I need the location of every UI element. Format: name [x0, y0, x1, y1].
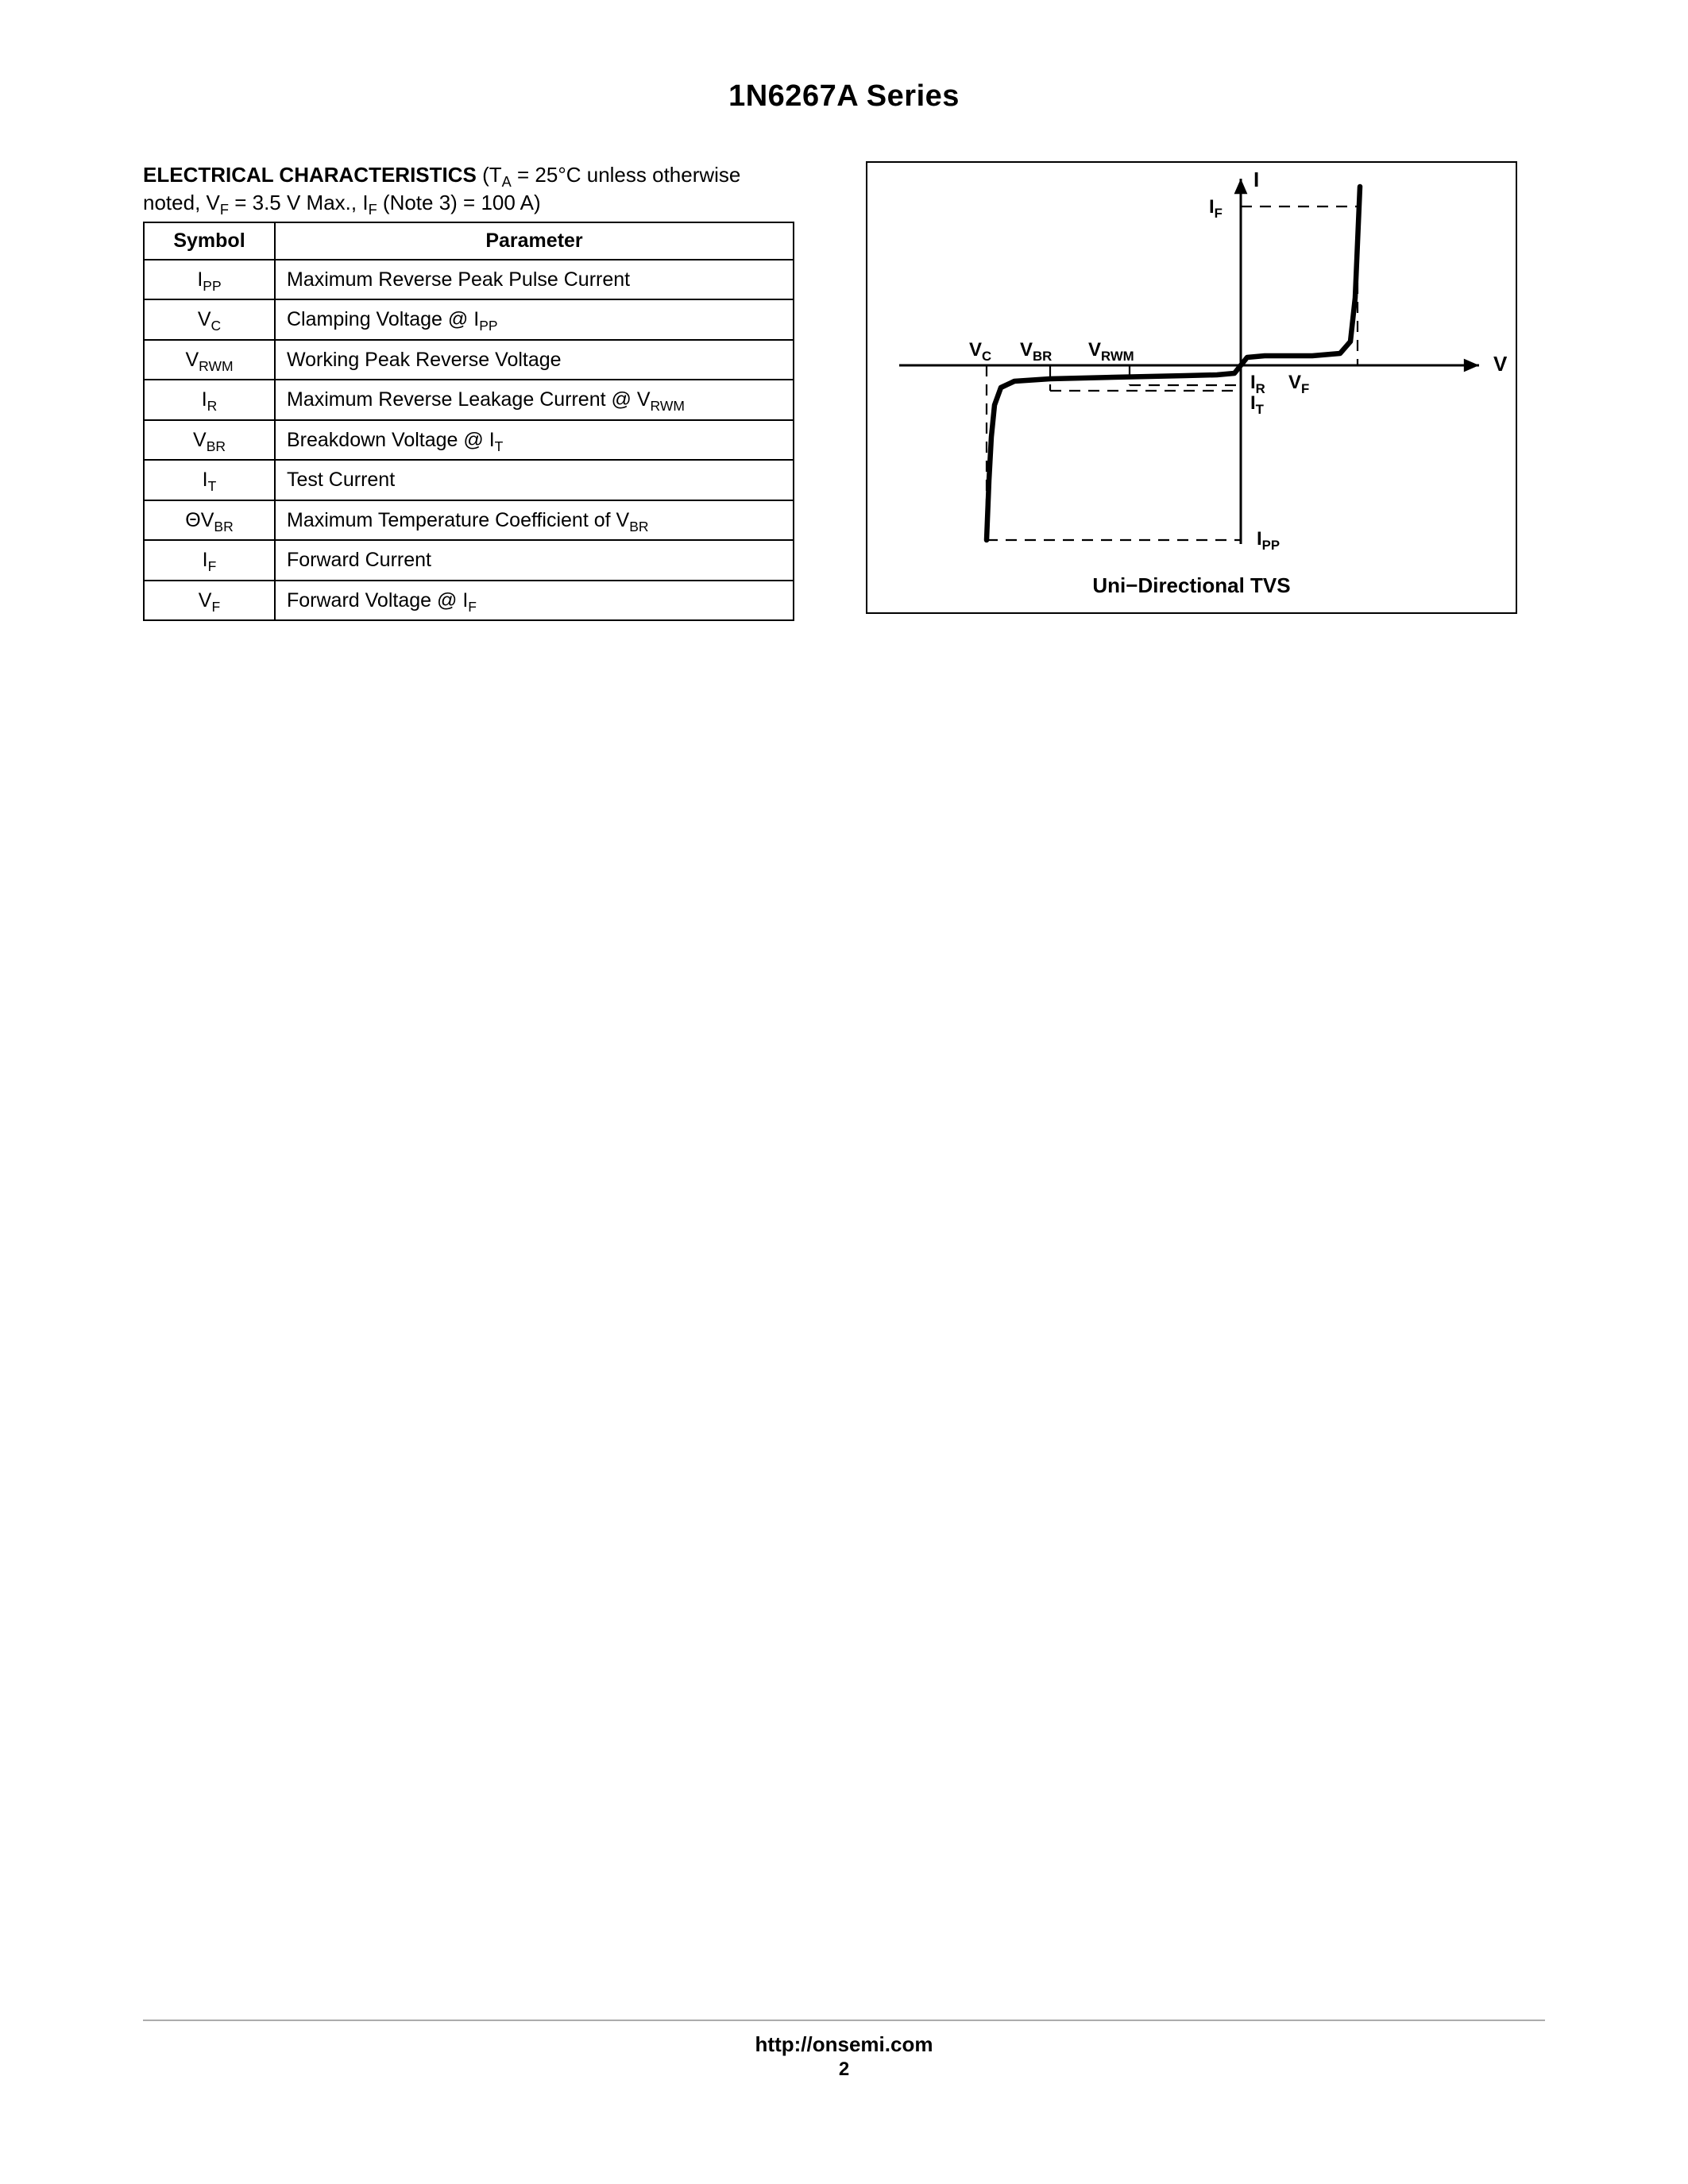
- svg-text:I: I: [1253, 168, 1259, 191]
- heading-lead: ELECTRICAL CHARACTERISTICS: [143, 163, 477, 187]
- diagram-label-vbr: VBR: [1020, 339, 1052, 361]
- table-cell-parameter: Forward Voltage @ IF: [275, 581, 794, 621]
- table-cell-symbol: IPP: [144, 260, 275, 300]
- table-cell-parameter: Maximum Reverse Peak Pulse Current: [275, 260, 794, 300]
- table-row: ΘVBRMaximum Temperature Coefficient of V…: [144, 500, 794, 541]
- table-header-parameter: Parameter: [275, 222, 794, 260]
- diagram-label-vf: VF: [1288, 372, 1309, 394]
- footer-page-number: 2: [0, 2059, 1688, 2081]
- table-cell-parameter: Working Peak Reverse Voltage: [275, 340, 794, 380]
- characteristics-table: Symbol Parameter IPPMaximum Reverse Peak…: [143, 222, 794, 621]
- left-column: ELECTRICAL CHARACTERISTICS (TA = 25°C un…: [143, 161, 794, 621]
- diagram-label-vrwm: VRWM: [1088, 339, 1134, 361]
- table-cell-symbol: VC: [144, 299, 275, 340]
- table-cell-symbol: IR: [144, 380, 275, 420]
- table-row: IPPMaximum Reverse Peak Pulse Current: [144, 260, 794, 300]
- electrical-characteristics-heading: ELECTRICAL CHARACTERISTICS (TA = 25°C un…: [143, 161, 794, 217]
- page: 1N6267A Series ELECTRICAL CHARACTERISTIC…: [0, 0, 1688, 2184]
- diagram-label-if: IF: [1209, 196, 1223, 218]
- table-cell-symbol: IF: [144, 540, 275, 581]
- table-cell-parameter: Breakdown Voltage @ IT: [275, 420, 794, 461]
- table-cell-symbol: VF: [144, 581, 275, 621]
- tvs-curve-diagram: IV IFVCVBRVRWMIRITVFIPP Uni−Directional …: [866, 161, 1517, 614]
- diagram-label-ir: IR: [1250, 372, 1265, 394]
- diagram-label-vc: VC: [969, 339, 991, 361]
- svg-text:V: V: [1493, 352, 1508, 376]
- diagram-caption: Uni−Directional TVS: [867, 573, 1516, 598]
- table-cell-parameter: Maximum Temperature Coefficient of VBR: [275, 500, 794, 541]
- table-cell-symbol: IT: [144, 460, 275, 500]
- table-row: IRMaximum Reverse Leakage Current @ VRWM: [144, 380, 794, 420]
- diagram-label-ipp: IPP: [1257, 528, 1280, 550]
- table-cell-symbol: ΘVBR: [144, 500, 275, 541]
- table-row: VRWMWorking Peak Reverse Voltage: [144, 340, 794, 380]
- page-footer: http://onsemi.com 2: [0, 2020, 1688, 2081]
- table-cell-parameter: Test Current: [275, 460, 794, 500]
- footer-rule: [143, 2020, 1545, 2021]
- table-cell-parameter: Maximum Reverse Leakage Current @ VRWM: [275, 380, 794, 420]
- right-column: IV IFVCVBRVRWMIRITVFIPP Uni−Directional …: [866, 161, 1517, 614]
- table-header-symbol: Symbol: [144, 222, 275, 260]
- table-row: VCClamping Voltage @ IPP: [144, 299, 794, 340]
- table-row: VBRBreakdown Voltage @ IT: [144, 420, 794, 461]
- table-cell-symbol: VBR: [144, 420, 275, 461]
- table-cell-symbol: VRWM: [144, 340, 275, 380]
- diagram-label-it: IT: [1250, 392, 1264, 415]
- table-row: ITTest Current: [144, 460, 794, 500]
- tvs-curve-svg: IV: [867, 163, 1516, 612]
- footer-url: http://onsemi.com: [0, 2032, 1688, 2057]
- table-cell-parameter: Clamping Voltage @ IPP: [275, 299, 794, 340]
- content-row: ELECTRICAL CHARACTERISTICS (TA = 25°C un…: [143, 161, 1545, 621]
- table-header-row: Symbol Parameter: [144, 222, 794, 260]
- table-row: VFForward Voltage @ IF: [144, 581, 794, 621]
- table-cell-parameter: Forward Current: [275, 540, 794, 581]
- table-row: IFForward Current: [144, 540, 794, 581]
- page-title: 1N6267A Series: [143, 79, 1545, 114]
